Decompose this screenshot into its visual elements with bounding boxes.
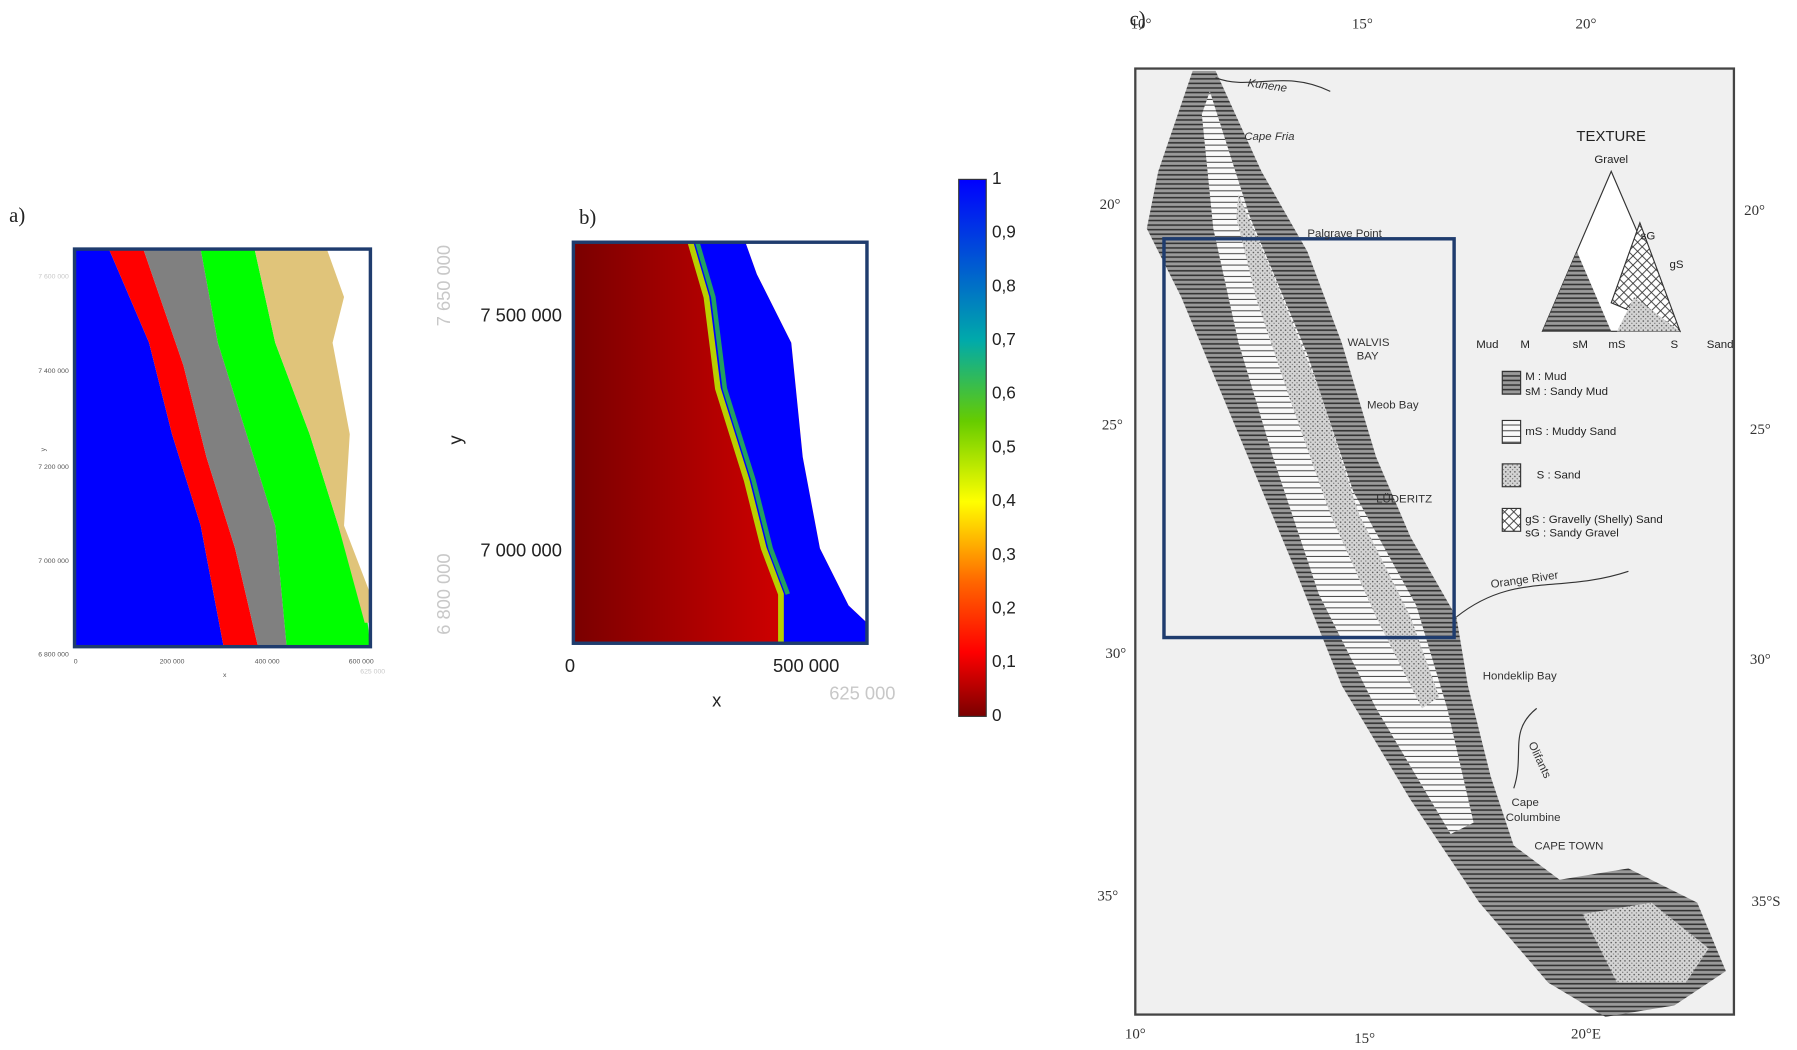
colorbar-tick-label: 0,4: [992, 490, 1016, 510]
graticule-label: 30°: [1750, 652, 1771, 668]
legend-label: mS: [1608, 339, 1626, 351]
colorbar-tick-label: 1: [992, 168, 1002, 188]
legend-label: S: [1670, 339, 1678, 351]
axis-label: x: [223, 672, 227, 679]
graticule-label: 35°S: [1751, 894, 1780, 910]
graticule-label: 25°: [1102, 418, 1123, 434]
y-tick-label: 7 650 000: [433, 245, 454, 326]
colorbar-tick-label: 0,1: [992, 651, 1016, 671]
colorbar-tick-label: 0,3: [992, 544, 1016, 564]
place-name: Cape Fria: [1244, 131, 1294, 143]
y-tick-label: 7 400 000: [38, 368, 69, 375]
x-tick-label: 625 000: [829, 683, 895, 704]
panel-label: a): [9, 205, 25, 227]
legend-label: sM: [1573, 339, 1588, 351]
legend-label: Sand: [1707, 339, 1734, 351]
graticule-label: 15°: [1354, 1031, 1375, 1047]
colorbar-tick-label: 0,2: [992, 598, 1016, 618]
y-tick-label: 7 200 000: [38, 464, 69, 471]
x-tick-label: 0: [74, 658, 78, 665]
legend-item: S : Sand: [1537, 469, 1581, 481]
x-tick-label: 625 000: [360, 669, 385, 676]
graticule-label: 20°: [1576, 17, 1597, 33]
place-name: Cape: [1511, 797, 1538, 809]
graticule-label: 25°: [1750, 422, 1771, 438]
place-name: WALVIS: [1347, 337, 1389, 349]
colorbar-tick-label: 0,8: [992, 275, 1016, 295]
y-tick-label: 7 600 000: [38, 273, 69, 280]
legend-item: sM : Sandy Mud: [1525, 386, 1608, 398]
graticule-label: 20°: [1100, 197, 1121, 213]
panel-b-map: [571, 178, 987, 717]
legend-title: TEXTURE: [1576, 129, 1646, 145]
place-name: LÜDERITZ: [1376, 493, 1432, 505]
legend-label: gS: [1670, 259, 1684, 271]
legend-label: sG: [1641, 231, 1656, 243]
panel-label: c): [1130, 8, 1146, 30]
y-tick-label: 7 500 000: [480, 304, 562, 325]
panel-a-map: [72, 247, 373, 649]
graticule-label: 15°: [1352, 17, 1373, 33]
legend-label: Mud: [1476, 339, 1498, 351]
axis-label: y: [40, 447, 47, 451]
place-name: Meob Bay: [1367, 400, 1419, 412]
legend-item: sG : Sandy Gravel: [1525, 528, 1619, 540]
x-tick-label: 600 000: [349, 658, 374, 665]
x-tick-label: 0: [565, 655, 575, 676]
legend-item: M : Mud: [1525, 371, 1566, 383]
panel-c-map: [1134, 67, 1736, 1017]
y-tick-label: 6 800 000: [38, 651, 69, 658]
x-tick-label: 400 000: [255, 658, 280, 665]
graticule-label: 30°: [1105, 646, 1126, 662]
x-tick-label: 500 000: [773, 655, 839, 676]
colorbar-tick-label: 0,5: [992, 436, 1016, 456]
y-tick-label: 7 000 000: [480, 540, 562, 561]
y-tick-label: 6 800 000: [433, 553, 454, 634]
colorbar-tick-label: 0,6: [992, 383, 1016, 403]
graticule-label: 35°: [1097, 888, 1118, 904]
place-name: BAY: [1357, 351, 1379, 363]
legend-item: gS : Gravelly (Shelly) Sand: [1525, 514, 1663, 526]
graticule-label: 10°: [1125, 1027, 1146, 1043]
place-name: Kunene: [1247, 77, 1288, 94]
panel-label: b): [579, 207, 596, 229]
colorbar: [958, 178, 987, 717]
axis-label: y: [444, 434, 465, 444]
place-name: Columbine: [1506, 812, 1561, 824]
colorbar-tick-label: 0,7: [992, 329, 1016, 349]
place-name: Hondeklip Bay: [1483, 670, 1557, 682]
graticule-label: 10°: [1131, 17, 1152, 33]
axis-label: x: [712, 689, 721, 710]
colorbar-tick-label: 0,9: [992, 222, 1016, 242]
legend-label: M: [1520, 339, 1530, 351]
colorbar-tick-label: 0: [992, 705, 1002, 725]
y-tick-label: 7 000 000: [38, 558, 69, 565]
graticule-label: 20°E: [1571, 1027, 1601, 1043]
place-name: CAPE TOWN: [1534, 841, 1603, 853]
x-tick-label: 200 000: [160, 658, 185, 665]
legend-item: mS : Muddy Sand: [1525, 426, 1616, 438]
place-name: Palgrave Point: [1307, 228, 1382, 240]
graticule-label: 20°: [1744, 203, 1765, 219]
legend-label: Gravel: [1594, 154, 1628, 166]
